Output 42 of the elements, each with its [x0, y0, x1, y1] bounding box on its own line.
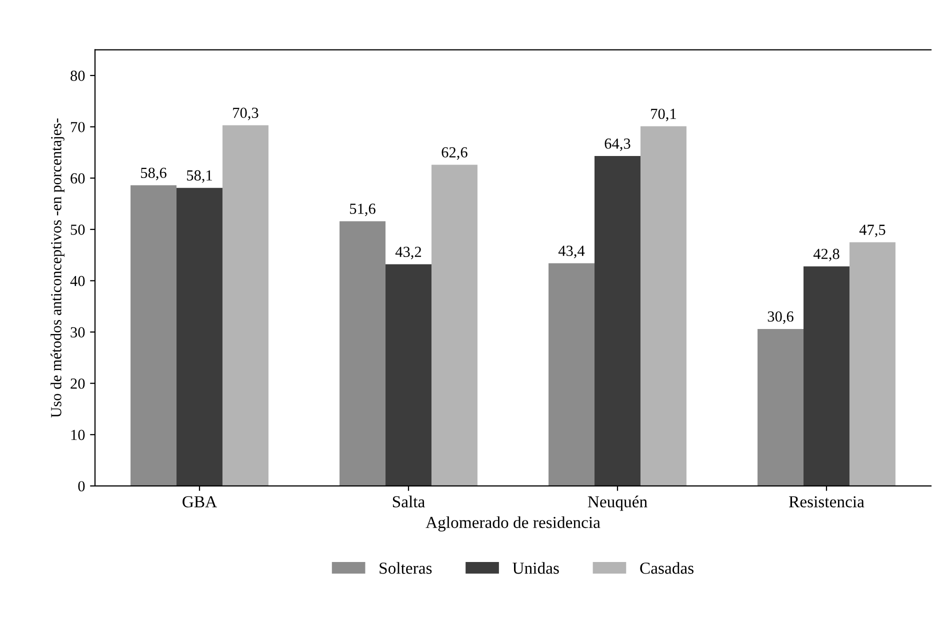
bar	[594, 156, 640, 486]
y-tick-label: 70	[71, 122, 85, 132]
y-tick-label: 30	[70, 327, 85, 338]
data-label: 64,3	[604, 138, 630, 151]
data-label: 43,4	[558, 246, 585, 258]
x-tick-label: Neuquén	[588, 496, 648, 511]
bar	[222, 125, 268, 486]
data-label: 51,6	[350, 204, 376, 216]
bar	[176, 188, 222, 486]
x-tick-label: Salta	[392, 496, 425, 508]
x-axis-title: Aglomerado de residencia	[426, 516, 600, 532]
y-tick-label: 80	[70, 70, 85, 81]
y-tick-label: 0	[78, 481, 85, 492]
y-axis-title: Uso de métodos anticonceptivos -en porcentajes-	[50, 118, 64, 418]
bar	[340, 221, 386, 486]
bar	[130, 185, 177, 486]
y-tick-label: 20	[70, 378, 85, 389]
y-tick-label: 40	[70, 276, 85, 286]
data-label: 58,1	[187, 170, 212, 183]
y-tick-label: 10	[71, 430, 85, 440]
y-tick-label: 60	[70, 173, 85, 184]
legend-label: Casadas	[640, 562, 694, 574]
x-tick-label: Resistencia	[789, 496, 864, 508]
legend-label: Solteras	[380, 562, 432, 574]
bar	[386, 264, 432, 486]
bar	[640, 126, 686, 486]
x-tick-label: GBA	[182, 496, 217, 508]
data-label: 70,1	[651, 108, 676, 122]
bar	[849, 242, 896, 486]
y-tick-label: 50	[70, 224, 85, 235]
data-label: 58,6	[141, 168, 166, 180]
data-label: 47,5	[859, 224, 886, 238]
legend-label: Unidas	[512, 562, 559, 574]
data-label: 30,6	[768, 311, 794, 324]
data-label: 62,6	[442, 147, 468, 160]
data-label: 43,2	[395, 246, 422, 260]
data-label: 42,8	[813, 248, 840, 262]
bar	[804, 266, 850, 486]
bar	[758, 328, 804, 486]
data-label: 70,3	[233, 108, 258, 120]
bar	[548, 263, 595, 486]
bar	[431, 164, 478, 486]
